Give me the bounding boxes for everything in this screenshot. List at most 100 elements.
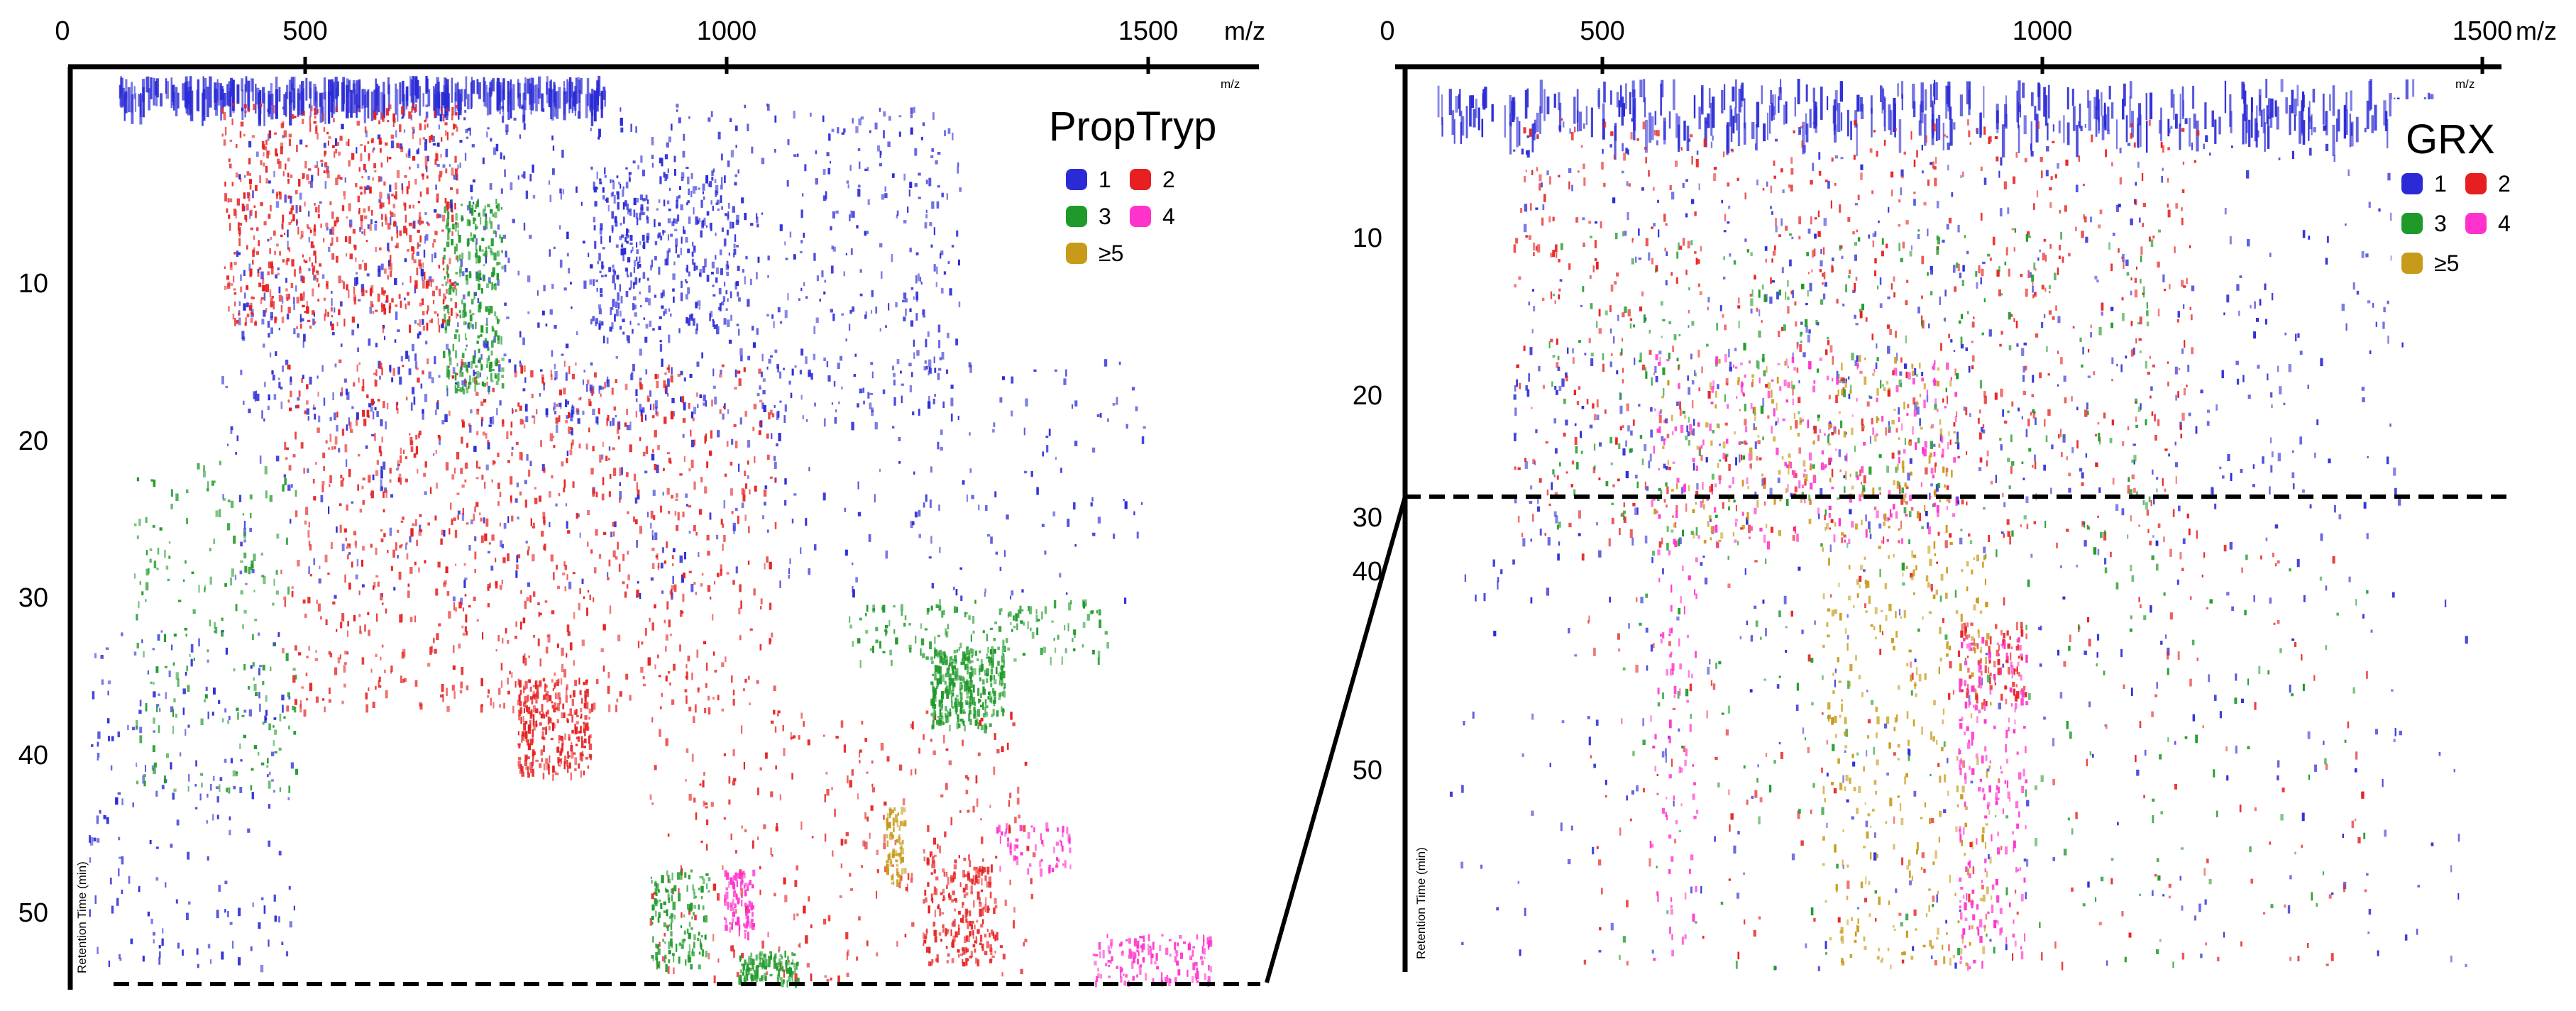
scatter-point-charge-1 bbox=[925, 209, 928, 213]
scatter-point-charge-2 bbox=[522, 656, 524, 664]
scatter-point-charge-3 bbox=[175, 493, 179, 502]
scatter-point-charge-2 bbox=[741, 872, 743, 875]
scatter-point-charge-1 bbox=[244, 84, 246, 118]
scatter-point-charge-2 bbox=[722, 523, 725, 528]
scatter-point-charge-2 bbox=[511, 672, 513, 678]
scatter-point-charge-1 bbox=[622, 253, 624, 262]
scatter-point-charge-2 bbox=[247, 108, 251, 113]
scatter-point-charge-3 bbox=[485, 283, 489, 288]
scatter-point-charge-2 bbox=[607, 671, 610, 679]
scatter-point-charge-3 bbox=[446, 372, 449, 378]
scatter-point-charge-1 bbox=[436, 91, 440, 109]
scatter-point-charge-1 bbox=[619, 326, 622, 330]
scatter-point-charge-2 bbox=[260, 299, 263, 304]
scatter-point-charge-2 bbox=[673, 663, 676, 671]
scatter-point-charge-2 bbox=[951, 899, 954, 903]
scatter-point-charge-1 bbox=[713, 324, 717, 329]
scatter-point-charge-1 bbox=[927, 331, 930, 337]
scatter-point-charge-2 bbox=[236, 143, 238, 148]
scatter-point-charge-1 bbox=[417, 148, 419, 153]
scatter-point-charge-1 bbox=[681, 574, 684, 583]
scatter-point-charge-2 bbox=[359, 631, 362, 634]
scatter-point-charge-1 bbox=[133, 651, 137, 656]
scatter-point-charge-1 bbox=[642, 212, 646, 215]
scatter-point-charge-1 bbox=[685, 237, 688, 243]
scatter-point-charge-2 bbox=[975, 866, 978, 870]
scatter-point-charge-1 bbox=[985, 505, 988, 512]
scatter-point-charge-1 bbox=[786, 179, 789, 187]
scatter-point-charge-2 bbox=[396, 170, 400, 178]
scatter-point-charge-2 bbox=[657, 563, 660, 568]
scatter-point-charge-1 bbox=[756, 272, 758, 280]
scatter-point-charge-1 bbox=[438, 124, 440, 130]
scatter-point-charge-1 bbox=[761, 158, 765, 165]
scatter-point-charge-1 bbox=[837, 363, 840, 370]
scatter-point-charge-1 bbox=[504, 169, 506, 177]
scatter-point-charge-1 bbox=[633, 260, 637, 267]
scatter-point-charge-3 bbox=[462, 388, 466, 394]
scatter-point-charge-2 bbox=[306, 400, 309, 405]
scatter-point-charge-3 bbox=[468, 291, 470, 296]
scatter-point-charge-2 bbox=[307, 530, 310, 538]
scatter-point-charge-1 bbox=[554, 370, 558, 380]
scatter-point-charge-1 bbox=[598, 323, 601, 330]
scatter-point-charge-2 bbox=[539, 722, 542, 726]
scatter-point-charge-3 bbox=[153, 717, 155, 724]
scatter-point-charge-1 bbox=[290, 519, 292, 524]
scatter-point-charge-1 bbox=[937, 441, 940, 450]
scatter-point-charge-2 bbox=[679, 473, 683, 476]
scatter-point-charge-3 bbox=[243, 734, 246, 739]
scatter-point-charge-2 bbox=[443, 293, 446, 302]
scatter-point-charge-2 bbox=[312, 288, 314, 297]
scatter-point-charge-1 bbox=[1011, 376, 1014, 384]
scatter-point-charge-1 bbox=[737, 169, 739, 174]
scatter-point-charge-2 bbox=[488, 689, 490, 694]
scatter-point-charge-2 bbox=[375, 369, 378, 377]
scatter-point-charge-1 bbox=[918, 197, 921, 199]
scatter-point-charge-1 bbox=[542, 310, 545, 316]
scatter-point-charge-1 bbox=[153, 77, 155, 106]
scatter-point-charge-2 bbox=[923, 932, 925, 939]
scatter-point-charge-1 bbox=[331, 291, 333, 294]
scatter-point-charge-2 bbox=[706, 461, 709, 468]
scatter-point-charge-2 bbox=[996, 748, 1000, 753]
scatter-point-charge-1 bbox=[219, 777, 223, 781]
scatter-point-charge-2 bbox=[930, 853, 932, 858]
scatter-point-charge-2 bbox=[462, 607, 465, 612]
scatter-point-charge-2 bbox=[595, 492, 598, 498]
scatter-point-charge-2 bbox=[392, 120, 395, 127]
scatter-point-charge-2 bbox=[363, 228, 365, 236]
scatter-point-charge-1 bbox=[467, 323, 469, 329]
scatter-point-charge-2 bbox=[365, 692, 368, 700]
scatter-point-charge-2 bbox=[557, 585, 560, 590]
scatter-point-charge-1 bbox=[903, 220, 907, 223]
scatter-point-charge-1 bbox=[859, 161, 861, 169]
scatter-point-charge-1 bbox=[592, 409, 595, 415]
scatter-point-charge-1 bbox=[625, 291, 629, 297]
scatter-point-charge-2 bbox=[860, 865, 864, 868]
scatter-point-charge-2 bbox=[769, 561, 772, 570]
scatter-point-charge-1 bbox=[258, 922, 261, 929]
scatter-point-charge-2 bbox=[974, 940, 976, 944]
scatter-point-charge-1 bbox=[473, 350, 476, 358]
scatter-point-charge-1 bbox=[258, 632, 260, 636]
scatter-point-charge-2 bbox=[326, 168, 328, 174]
scatter-point-charge-1 bbox=[344, 177, 346, 183]
scatter-point-charge-2 bbox=[979, 719, 982, 726]
scatter-point-charge-1 bbox=[307, 211, 310, 217]
scatter-point-charge-1 bbox=[510, 182, 513, 190]
scatter-point-charge-1 bbox=[598, 389, 600, 394]
scatter-point-charge-1 bbox=[486, 92, 489, 116]
scatter-point-charge-2 bbox=[988, 876, 992, 885]
scatter-point-charge-1 bbox=[554, 402, 556, 410]
scatter-point-charge-2 bbox=[382, 509, 385, 513]
scatter-point-charge-1 bbox=[259, 455, 262, 464]
scatter-point-charge-2 bbox=[375, 613, 378, 622]
scatter-point-charge-1 bbox=[580, 78, 583, 94]
scatter-point-charge-2 bbox=[233, 275, 235, 283]
scatter-point-charge-1 bbox=[226, 443, 229, 446]
scatter-point-charge-2 bbox=[898, 882, 901, 889]
scatter-point-charge-2 bbox=[803, 721, 805, 727]
scatter-point-charge-2 bbox=[346, 253, 347, 257]
scatter-point-charge-2 bbox=[907, 873, 910, 880]
